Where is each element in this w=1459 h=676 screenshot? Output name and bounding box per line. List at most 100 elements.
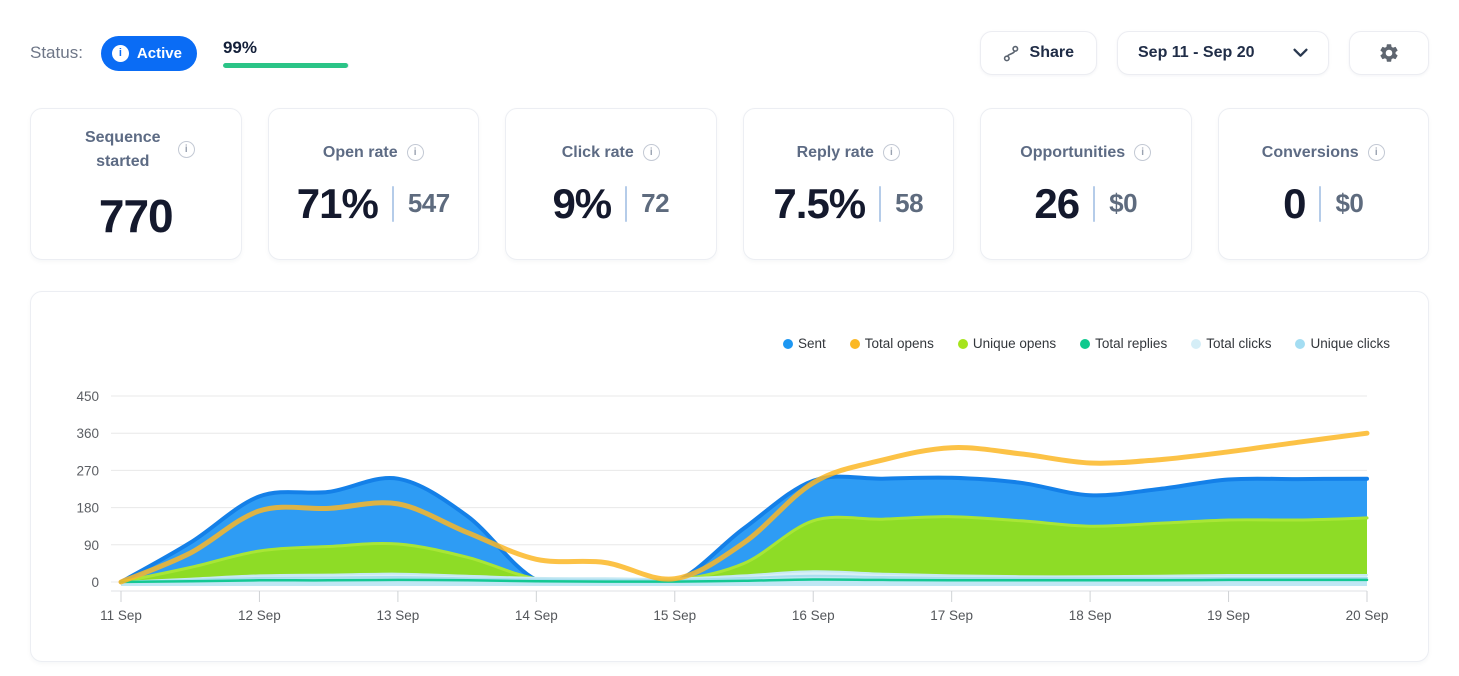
chart-card: Sent Total opens Unique opens Total replies… <box>30 291 1429 662</box>
stat-card-header: Opportunities i <box>1020 141 1152 165</box>
stat-card-secondary-value: 547 <box>407 188 450 218</box>
stat-card-sequence-started[interactable]: Sequence started i 770 <box>30 108 242 260</box>
settings-button[interactable] <box>1349 31 1429 75</box>
share-button-label: Share <box>1029 44 1074 61</box>
legend-item-unique-clicks[interactable]: Unique clicks <box>1295 336 1390 351</box>
stat-card-title: Open rate <box>322 143 398 161</box>
stat-card-conversions[interactable]: Conversions i 0 $0 <box>1217 108 1429 260</box>
svg-text:17 Sep: 17 Sep <box>930 608 973 623</box>
stat-card-secondary-value: $0 <box>1335 188 1364 218</box>
info-icon[interactable]: i <box>1367 144 1385 161</box>
series-unique-opens <box>119 515 1369 586</box>
stat-card-title: Conversions <box>1261 143 1359 161</box>
svg-text:270: 270 <box>76 463 99 478</box>
status-active-badge[interactable]: i Active <box>100 35 197 71</box>
status-label: Status: <box>30 43 83 62</box>
stat-cards: Sequence started i 770 Open rate i 71% 547 Clic… <box>30 108 1429 260</box>
stat-card-open-rate[interactable]: Open rate i 71% 547 <box>267 108 479 260</box>
stat-card-header: Sequence started i <box>77 126 195 174</box>
info-icon[interactable]: i <box>177 141 195 158</box>
stat-card-secondary-value: 58 <box>895 188 924 218</box>
svg-text:15 Sep: 15 Sep <box>653 608 696 623</box>
legend-label: Total replies <box>1095 336 1168 351</box>
stat-card-click-rate[interactable]: Click rate i 9% 72 <box>505 108 717 260</box>
info-icon[interactable]: i <box>1134 144 1152 161</box>
svg-text:0: 0 <box>91 575 99 590</box>
legend-dot <box>782 338 793 349</box>
stat-card-header: Reply rate i <box>797 141 900 165</box>
legend-item-total-clicks[interactable]: Total clicks <box>1191 336 1271 351</box>
value-separator <box>391 185 394 222</box>
series-total-replies <box>119 578 1369 584</box>
svg-text:16 Sep: 16 Sep <box>792 608 835 623</box>
stat-card-value: 71% <box>296 179 379 227</box>
legend-label: Unique clicks <box>1310 336 1390 351</box>
value-separator <box>1093 185 1096 222</box>
svg-text:19 Sep: 19 Sep <box>1207 608 1250 623</box>
sequence-analytics-page: Status: i Active 99% Share Sep 11 - Sep … <box>30 30 1429 662</box>
svg-text:14 Sep: 14 Sep <box>515 608 558 623</box>
info-icon[interactable]: i <box>882 144 900 161</box>
svg-text:90: 90 <box>84 538 99 553</box>
toolbar-actions: Share Sep 11 - Sep 20 <box>979 31 1429 75</box>
share-button[interactable]: Share <box>979 31 1097 75</box>
legend-dot <box>849 338 860 349</box>
stat-card-value-row: 9% 72 <box>552 180 669 228</box>
legend-item-sent[interactable]: Sent <box>782 336 826 351</box>
sequence-activity-chart: 0 90 180 270 360 450 11 Sep 12 Sep 13 Sep 14 Sep 1… <box>76 389 1389 623</box>
svg-text:12 Sep: 12 Sep <box>238 608 281 623</box>
svg-text:20 Sep: 20 Sep <box>1346 608 1389 623</box>
stat-card-header: Open rate i <box>323 141 424 165</box>
stat-card-reply-rate[interactable]: Reply rate i 7.5% 58 <box>742 108 954 260</box>
stat-card-header: Conversions i <box>1262 141 1385 165</box>
legend-dot <box>1191 338 1202 349</box>
stat-card-value: 7.5% <box>773 179 866 227</box>
stat-card-value: 26 <box>1034 179 1080 227</box>
legend-item-total-replies[interactable]: Total replies <box>1080 336 1167 351</box>
stat-card-title: Opportunities <box>1020 143 1126 161</box>
info-icon[interactable]: i <box>642 144 660 161</box>
stat-card-value-row: 0 $0 <box>1283 179 1364 228</box>
series-total-opens <box>118 430 1370 585</box>
date-range-picker[interactable]: Sep 11 - Sep 20 <box>1117 31 1329 75</box>
progress-bar <box>222 63 349 68</box>
stat-card-secondary-value: 72 <box>641 188 670 218</box>
svg-text:180: 180 <box>76 501 99 516</box>
stat-card-opportunities[interactable]: Opportunities i 26 $0 <box>980 108 1192 260</box>
stat-card-value: 770 <box>98 189 174 242</box>
topbar: Status: i Active 99% Share Sep 11 - Sep … <box>30 30 1429 76</box>
stat-card-value: 9% <box>552 179 612 227</box>
legend-label: Sent <box>797 336 826 351</box>
legend-item-total-opens[interactable]: Total opens <box>849 336 934 351</box>
svg-text:13 Sep: 13 Sep <box>376 608 419 623</box>
stat-card-value-row: 770 <box>98 189 174 243</box>
share-nodes-icon <box>1003 45 1018 61</box>
stat-card-header: Click rate i <box>562 141 660 165</box>
stat-card-secondary-value: $0 <box>1109 188 1138 218</box>
stat-card-value-row: 7.5% 58 <box>773 180 923 228</box>
value-separator <box>625 185 628 222</box>
status-badge-text: Active <box>136 44 182 62</box>
svg-text:11 Sep: 11 Sep <box>100 608 142 623</box>
legend-label: Total opens <box>864 336 934 351</box>
progress-percent: 99% <box>222 38 257 57</box>
svg-text:450: 450 <box>76 389 99 404</box>
stat-card-value-row: 71% 547 <box>297 180 450 228</box>
progress-bar-fill <box>222 63 348 68</box>
gear-icon <box>1380 44 1398 62</box>
legend-dot <box>957 338 968 349</box>
svg-text:360: 360 <box>76 426 99 441</box>
stat-card-value: 0 <box>1283 179 1306 227</box>
date-range-label: Sep 11 - Sep 20 <box>1138 44 1255 61</box>
info-icon: i <box>111 44 129 62</box>
sequence-progress: 99% <box>222 38 349 68</box>
legend-dot <box>1080 338 1091 349</box>
stat-card-value-row: 26 $0 <box>1034 180 1137 228</box>
info-icon[interactable]: i <box>406 144 424 161</box>
value-separator <box>879 185 882 222</box>
legend-item-unique-opens[interactable]: Unique opens <box>957 336 1056 351</box>
stat-card-title: Click rate <box>561 143 634 161</box>
legend-label: Total clicks <box>1206 336 1272 351</box>
value-separator <box>1319 185 1322 222</box>
chart-legend: Sent Total opens Unique opens Total replies… <box>782 336 1390 351</box>
